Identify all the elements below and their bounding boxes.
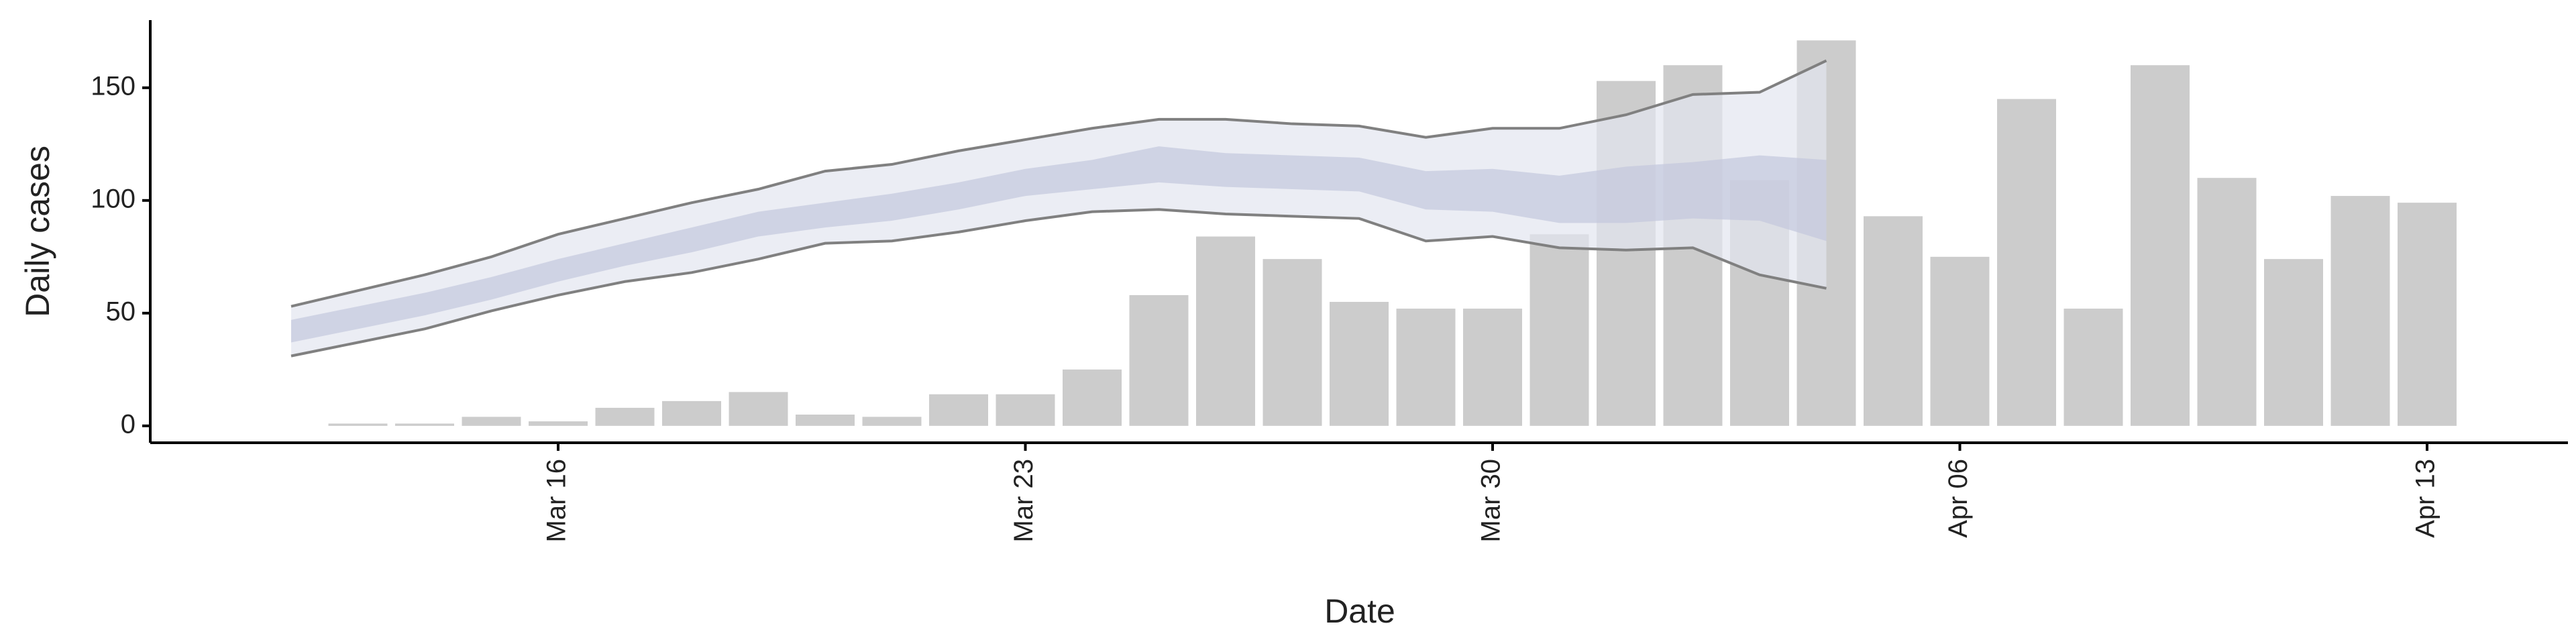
bar xyxy=(929,394,988,426)
x-tick-label: Mar 23 xyxy=(1009,459,1038,543)
bar xyxy=(595,407,655,426)
bar xyxy=(1263,259,1322,426)
x-axis-title: Date xyxy=(1324,592,1395,630)
bar xyxy=(2131,65,2190,426)
x-tick-label: Apr 13 xyxy=(2411,459,2440,538)
y-tick-label: 0 xyxy=(121,409,136,439)
bar xyxy=(862,417,922,426)
bar xyxy=(1864,216,1923,426)
bar xyxy=(662,400,721,426)
bar xyxy=(1396,309,1456,426)
y-tick-label: 150 xyxy=(91,71,136,101)
bar xyxy=(1063,369,1122,426)
y-tick-label: 50 xyxy=(106,297,136,326)
bar xyxy=(1930,256,1990,426)
bar xyxy=(1529,234,1589,426)
bar xyxy=(1196,236,1255,426)
bar xyxy=(729,392,788,426)
y-axis-title: Daily cases xyxy=(19,146,56,317)
x-tick-label: Apr 06 xyxy=(1943,459,1973,538)
bar xyxy=(1330,302,1389,426)
x-tick-label: Mar 30 xyxy=(1477,459,1506,543)
bar xyxy=(796,415,855,426)
bar xyxy=(2398,203,2457,426)
bar xyxy=(1997,99,2056,426)
bar xyxy=(2330,196,2390,426)
interval-line xyxy=(290,59,1827,308)
bar xyxy=(1463,309,1522,426)
bar xyxy=(2264,259,2323,426)
bar xyxy=(395,423,454,426)
bar xyxy=(996,394,1055,426)
bar xyxy=(2063,309,2123,426)
bar xyxy=(2197,178,2257,426)
bar xyxy=(328,423,388,426)
bar xyxy=(462,417,521,426)
y-tick-label: 100 xyxy=(91,184,136,213)
ribbon xyxy=(291,60,1827,356)
x-tick-label: Mar 16 xyxy=(542,459,572,543)
bar xyxy=(1129,294,1189,426)
bar xyxy=(529,421,588,426)
ribbon xyxy=(291,146,1827,343)
interval-line xyxy=(290,208,1827,358)
